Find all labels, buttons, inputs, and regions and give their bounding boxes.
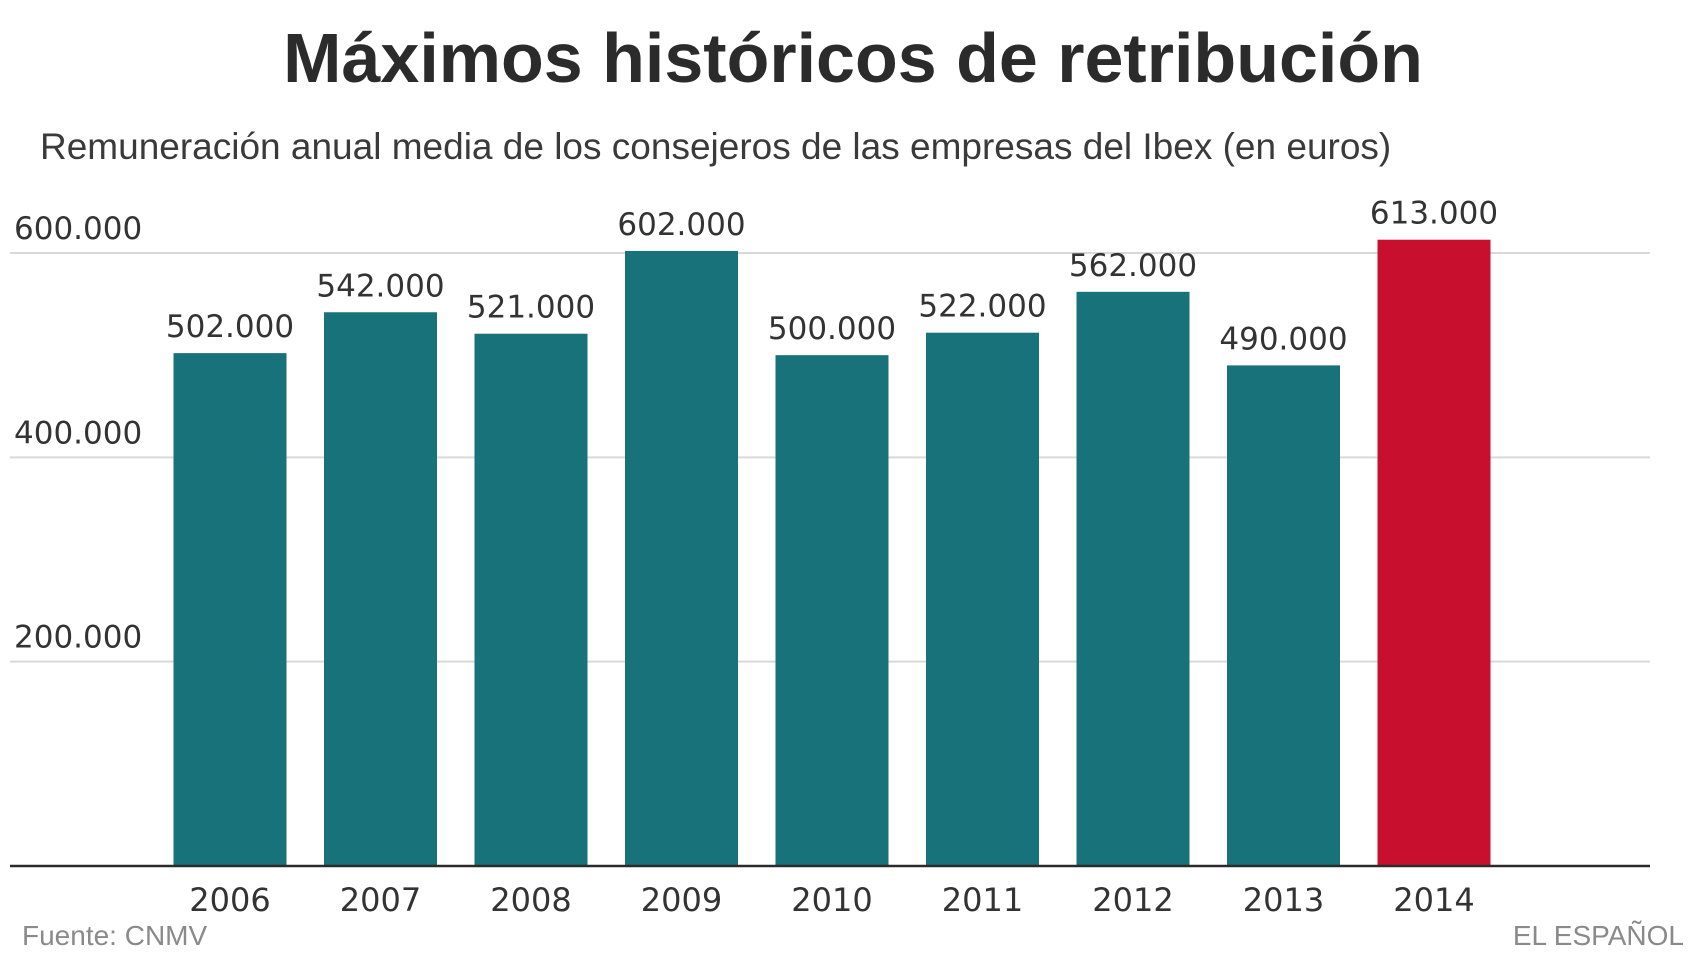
bar-value-label: 521.000 [467,290,595,326]
bar-2007 [324,312,437,866]
bar-2008 [474,333,588,866]
bar-value-label: 542.000 [316,268,444,304]
bar-value-label: 502.000 [166,309,294,345]
bar-value-label: 602.000 [617,207,745,243]
x-tick-label: 2009 [641,881,722,919]
bar-value-label: 500.000 [768,311,896,347]
publisher-brand: EL ESPAÑOL [1512,920,1684,951]
bar-2012 [1076,291,1190,866]
bar-2009 [625,250,738,866]
x-tick-label: 2014 [1393,881,1474,919]
x-tick-label: 2011 [942,881,1023,919]
bar-2011 [926,332,1039,866]
y-tick-label: 600.000 [14,211,142,247]
bar-value-label: 490.000 [1219,321,1347,357]
source-note: Fuente: CNMV [22,920,208,951]
chart-title: Máximos históricos de retribución [283,19,1423,97]
chart-subtitle: Remuneración anual media de los consejer… [40,126,1392,167]
bar-value-label: 613.000 [1370,196,1498,232]
x-tick-label: 2008 [490,881,571,919]
bar-value-label: 522.000 [918,289,1046,325]
x-tick-label: 2007 [340,881,421,919]
x-tick-label: 2012 [1092,881,1173,919]
y-tick-label: 200.000 [14,620,142,656]
bar-2013 [1227,365,1340,866]
bar-2010 [775,355,889,866]
x-tick-label: 2006 [189,881,270,919]
bar-value-label: 562.000 [1069,248,1197,284]
x-tick-label: 2010 [791,881,872,919]
bar-2006 [173,353,287,867]
x-tick-label: 2013 [1243,881,1324,919]
y-tick-label: 400.000 [14,415,142,451]
bar-2014 [1377,239,1491,867]
